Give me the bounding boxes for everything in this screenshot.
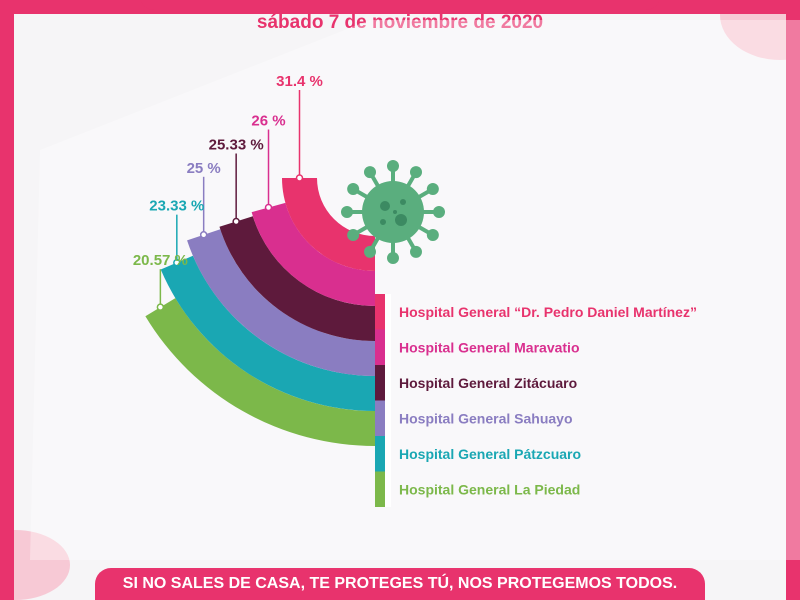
label-tab xyxy=(385,471,391,507)
backdrop-shape xyxy=(30,20,800,560)
label-swatch xyxy=(375,294,385,330)
label-swatch xyxy=(375,471,385,507)
category-label: Hospital General La Piedad xyxy=(399,481,580,497)
label-swatch xyxy=(375,329,385,365)
label-swatch xyxy=(375,365,385,401)
value-label: 25.33 % xyxy=(209,137,264,154)
bar-arc xyxy=(160,255,375,411)
value-label: 23.33 % xyxy=(149,198,204,215)
leader-dot xyxy=(264,203,273,212)
value-label: 25 % xyxy=(187,160,221,177)
leader-dot xyxy=(173,258,181,267)
leader-dot xyxy=(199,231,208,239)
title-banner xyxy=(140,0,660,10)
value-label: 26 % xyxy=(251,112,285,129)
bar-arc xyxy=(219,216,375,341)
category-label: Hospital General Zitácuaro xyxy=(399,375,577,391)
leader-dot xyxy=(295,174,304,182)
date-subtitle: sábado 7 de noviembre de 2020 xyxy=(256,12,544,33)
value-label: 31.4 % xyxy=(276,73,323,90)
label-tab xyxy=(385,365,391,401)
category-label: Hospital General “Dr. Pedro Daniel Martí… xyxy=(399,304,697,320)
value-label: 20.57 % xyxy=(133,252,188,269)
label-swatch xyxy=(375,436,385,472)
label-tab xyxy=(385,400,391,436)
label-swatch xyxy=(375,400,385,436)
bar-arc xyxy=(251,202,375,306)
category-label: Hospital General Sahuayo xyxy=(399,410,573,426)
category-label: Hospital General Maravatio xyxy=(399,339,580,355)
footer-message: SI NO SALES DE CASA, TE PROTEGES TÚ, NOS… xyxy=(95,568,705,600)
background xyxy=(14,0,786,600)
bar-arc xyxy=(145,298,375,446)
label-tab xyxy=(385,294,391,330)
leader-dot xyxy=(232,217,240,226)
leader-dot xyxy=(156,303,165,311)
category-label: Hospital General Pátzcuaro xyxy=(399,446,581,462)
bar-arc xyxy=(282,178,375,271)
bar-arc xyxy=(187,229,375,376)
label-tab xyxy=(385,329,391,365)
label-tab xyxy=(385,436,391,472)
virus-icon xyxy=(341,160,445,264)
